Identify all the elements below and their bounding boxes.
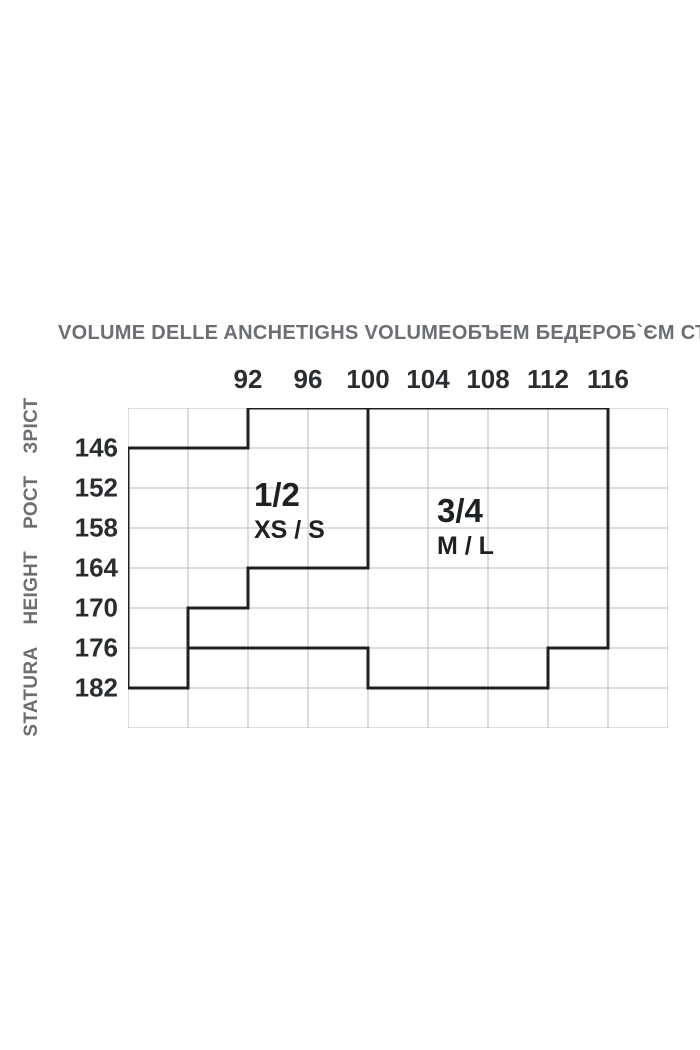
row-value: 176: [68, 633, 118, 664]
column-value: 108: [466, 364, 509, 395]
region-xs-s-label-secondary: XS / S: [254, 515, 325, 546]
row-value: 158: [68, 513, 118, 544]
row-value-labels: 146 152 158 164 170 176 182: [68, 408, 118, 728]
left-axis-titles: STATURAHEIGHTРОСТЗРІСТ: [21, 407, 43, 727]
top-axis-titles: VOLUME DELLE ANCHETIGHS VOLUMEОБЪЕМ БЕДЕ…: [58, 322, 698, 345]
row-value: 146: [68, 433, 118, 464]
column-value: 104: [406, 364, 449, 395]
left-axis-title: HEIGHT: [21, 551, 43, 625]
row-value: 182: [68, 673, 118, 704]
top-axis-title: TIGHS VOLUME: [296, 322, 452, 345]
size-chart: VOLUME DELLE ANCHETIGHS VOLUMEОБЪЕМ БЕДЕ…: [128, 408, 668, 728]
region-m-l-label: 3/4M / L: [437, 490, 494, 563]
region-m-l-outline: [188, 408, 608, 688]
column-value: 100: [346, 364, 389, 395]
column-value: 92: [234, 364, 263, 395]
left-axis-title: РОСТ: [21, 476, 43, 529]
left-axis-title: ЗРІСТ: [21, 397, 43, 453]
column-value: 116: [587, 364, 629, 395]
region-m-l-label-secondary: M / L: [437, 531, 494, 562]
grid-svg: [128, 408, 668, 728]
left-axis-title: STATURA: [21, 647, 43, 737]
region-xs-s-label: 1/2XS / S: [254, 474, 325, 547]
column-value-labels: 92 96 100 104 108 112 116: [128, 364, 668, 394]
column-value: 96: [294, 364, 323, 395]
region-xs-s-label-primary: 1/2: [254, 474, 325, 515]
column-value: 112: [527, 364, 569, 395]
row-value: 170: [68, 593, 118, 624]
row-value: 152: [68, 473, 118, 504]
top-axis-title: ОБ`ЄМ СТЕГОН: [606, 322, 700, 345]
top-axis-title: ОБЪЕМ БЕДЕР: [452, 322, 606, 345]
region-m-l-label-primary: 3/4: [437, 490, 494, 531]
top-axis-title: VOLUME DELLE ANCHE: [58, 322, 296, 345]
row-value: 164: [68, 553, 118, 584]
page: VOLUME DELLE ANCHETIGHS VOLUMEОБЪЕМ БЕДЕ…: [0, 0, 700, 1050]
